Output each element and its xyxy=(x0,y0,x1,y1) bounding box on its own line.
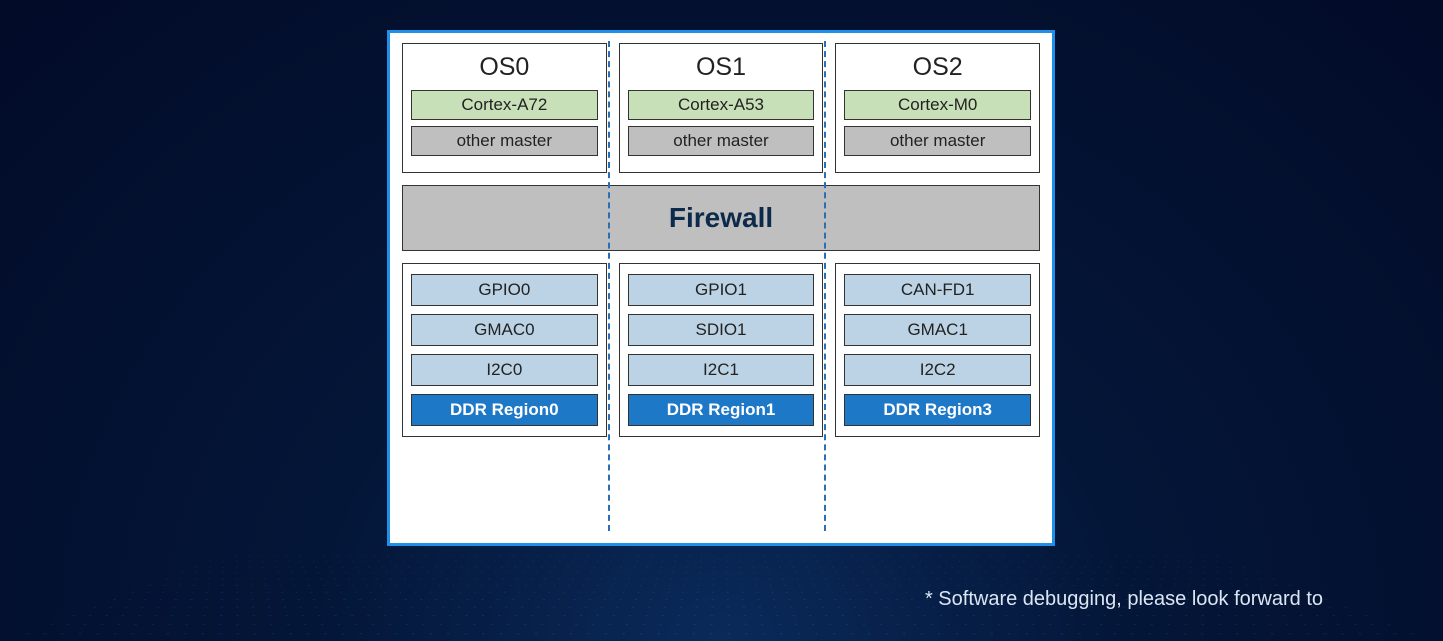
periph-chip: GMAC0 xyxy=(411,314,598,346)
os-title: OS2 xyxy=(913,53,963,82)
other-master-chip: other master xyxy=(844,126,1031,156)
firewall-block: Firewall xyxy=(402,185,1040,251)
periph-chip: I2C0 xyxy=(411,354,598,386)
peripheral-row: GPIO0 GMAC0 I2C0 DDR Region0 GPIO1 SDIO1… xyxy=(402,263,1040,437)
cpu-chip: Cortex-A53 xyxy=(628,90,815,120)
periph-chip: I2C1 xyxy=(628,354,815,386)
architecture-diagram: OS0 Cortex-A72 other master OS1 Cortex-A… xyxy=(387,30,1055,546)
footnote-text: * Software debugging, please look forwar… xyxy=(925,588,1323,611)
periph-chip: CAN-FD1 xyxy=(844,274,1031,306)
os-column-1: OS1 Cortex-A53 other master xyxy=(619,43,824,173)
periph-chip: I2C2 xyxy=(844,354,1031,386)
periph-chip: SDIO1 xyxy=(628,314,815,346)
firewall-row: Firewall xyxy=(402,185,1040,251)
cpu-chip: Cortex-A72 xyxy=(411,90,598,120)
ddr-region-chip: DDR Region1 xyxy=(628,394,815,426)
periph-column-1: GPIO1 SDIO1 I2C1 DDR Region1 xyxy=(619,263,824,437)
ddr-region-chip: DDR Region0 xyxy=(411,394,598,426)
periph-column-2: CAN-FD1 GMAC1 I2C2 DDR Region3 xyxy=(835,263,1040,437)
cpu-chip: Cortex-M0 xyxy=(844,90,1031,120)
os-column-2: OS2 Cortex-M0 other master xyxy=(835,43,1040,173)
periph-chip: GMAC1 xyxy=(844,314,1031,346)
periph-column-0: GPIO0 GMAC0 I2C0 DDR Region0 xyxy=(402,263,607,437)
divider-dashed-2 xyxy=(824,41,826,531)
os-row: OS0 Cortex-A72 other master OS1 Cortex-A… xyxy=(402,43,1040,173)
periph-chip: GPIO0 xyxy=(411,274,598,306)
os-column-0: OS0 Cortex-A72 other master xyxy=(402,43,607,173)
other-master-chip: other master xyxy=(411,126,598,156)
ddr-region-chip: DDR Region3 xyxy=(844,394,1031,426)
periph-chip: GPIO1 xyxy=(628,274,815,306)
divider-dashed-1 xyxy=(608,41,610,531)
other-master-chip: other master xyxy=(628,126,815,156)
os-title: OS0 xyxy=(479,53,529,82)
os-title: OS1 xyxy=(696,53,746,82)
